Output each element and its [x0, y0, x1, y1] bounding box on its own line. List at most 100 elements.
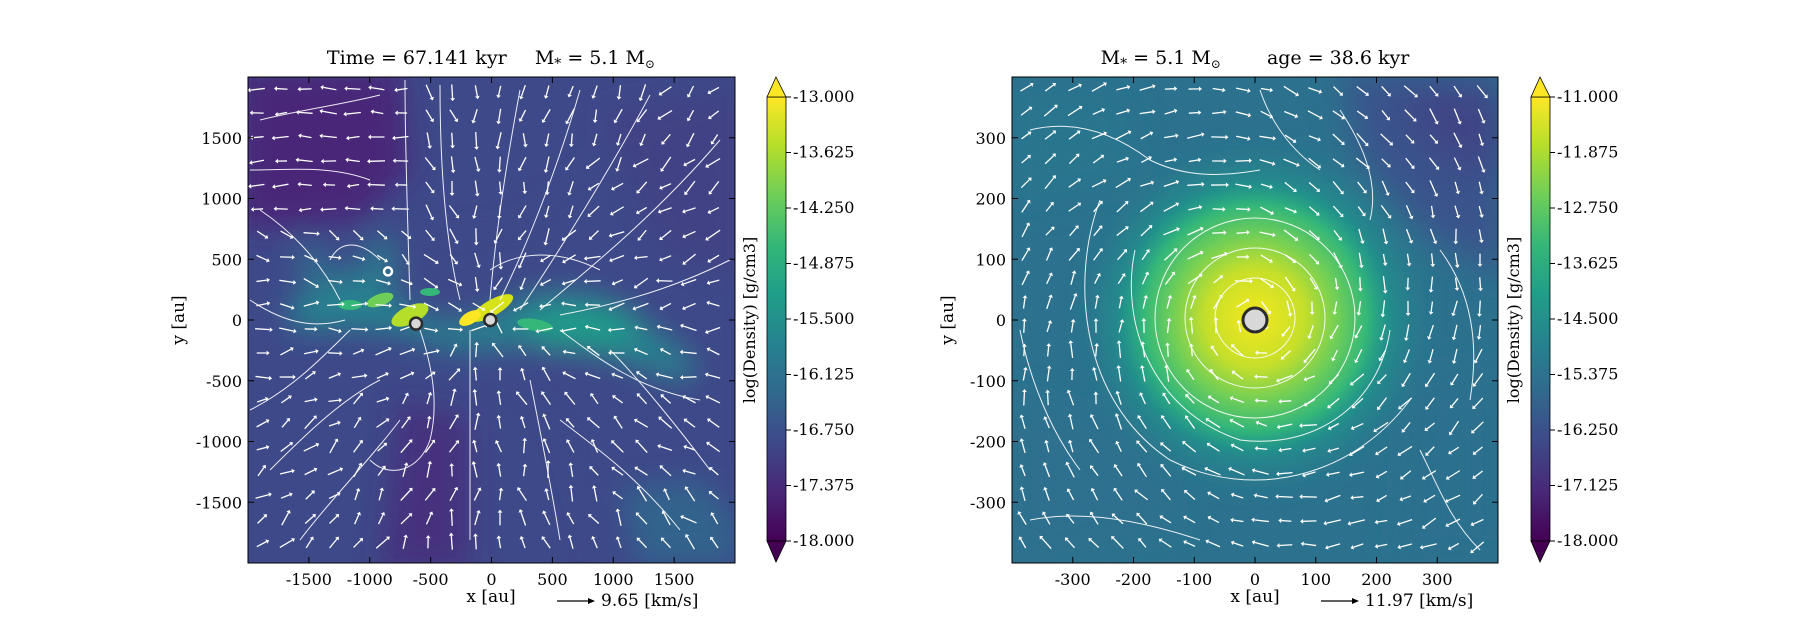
velocity-vector	[1185, 541, 1196, 547]
velocity-vector	[1451, 373, 1459, 384]
velocity-vector	[1380, 324, 1386, 338]
velocity-vector-head	[1294, 113, 1299, 119]
velocity-vector-head	[1433, 193, 1439, 197]
velocity-vector	[473, 205, 478, 217]
velocity-vector	[564, 372, 576, 380]
velocity-vector-head	[1458, 93, 1463, 98]
velocity-vector-head	[1052, 153, 1056, 158]
velocity-vector	[256, 398, 266, 403]
sink-particle	[382, 266, 394, 277]
velocity-vector-head	[1069, 367, 1075, 372]
velocity-vector	[1430, 301, 1434, 312]
velocity-vector-head	[391, 206, 395, 212]
velocity-vector	[590, 467, 599, 476]
velocity-vector	[542, 393, 552, 405]
velocity-vector-head	[266, 277, 270, 283]
velocity-vector-head	[1451, 312, 1456, 317]
velocity-vector	[1381, 180, 1389, 194]
velocity-vector-head	[541, 346, 546, 351]
velocity-vector	[1381, 158, 1389, 166]
velocity-vector-head	[658, 91, 663, 96]
velocity-vector-head	[297, 86, 301, 92]
velocity-vector-head	[1428, 289, 1434, 293]
velocity-vector-head	[616, 96, 622, 100]
velocity-vector-head	[1478, 288, 1483, 292]
velocity-vector-head	[454, 240, 459, 245]
velocity-vector	[1259, 277, 1272, 287]
left-title-mass: M	[535, 47, 554, 69]
velocity-vector	[1020, 179, 1030, 189]
velocity-vector-head	[338, 255, 342, 261]
velocity-vector-head	[591, 95, 596, 99]
velocity-vector-head	[1269, 184, 1273, 190]
velocity-vector-head	[1340, 163, 1345, 168]
velocity-vector	[1068, 131, 1079, 140]
velocity-vector	[612, 441, 624, 453]
velocity-vector-head	[1428, 311, 1434, 315]
velocity-vector	[1405, 204, 1412, 217]
velocity-vector	[399, 349, 413, 356]
velocity-vector	[256, 279, 268, 283]
velocity-vector	[1454, 205, 1459, 216]
velocity-vector	[1116, 443, 1122, 452]
velocity-vector-head	[1414, 93, 1418, 98]
velocity-vector-head	[1399, 496, 1404, 502]
velocity-vector-head	[1247, 112, 1252, 118]
velocity-vector-head	[660, 167, 665, 172]
velocity-vector	[1425, 494, 1436, 502]
velocity-vector	[1382, 276, 1386, 291]
y-tick-label: 100	[975, 250, 1006, 269]
velocity-vector	[1163, 203, 1177, 212]
velocity-vector	[348, 159, 360, 163]
velocity-vector-head	[455, 214, 460, 219]
velocity-vector	[1046, 392, 1049, 406]
velocity-vector	[586, 280, 601, 283]
velocity-vector	[591, 395, 599, 405]
velocity-vector-head	[615, 142, 621, 146]
velocity-vector	[685, 158, 696, 165]
velocity-vector	[448, 442, 458, 453]
vector-key-arrowhead	[588, 598, 595, 604]
left-colorbar-body	[766, 96, 787, 542]
velocity-vector	[1115, 466, 1123, 477]
velocity-vector	[471, 325, 486, 332]
velocity-vector-head	[474, 193, 480, 197]
velocity-vector-head	[1362, 189, 1367, 194]
velocity-vector-head	[1043, 416, 1048, 420]
velocity-vector-head	[1166, 317, 1172, 322]
velocity-vector	[569, 85, 574, 95]
velocity-vector-head	[543, 169, 549, 173]
velocity-vector-head	[1186, 368, 1191, 373]
velocity-vector-head	[615, 168, 620, 172]
velocity-vector-head	[1098, 225, 1103, 230]
velocity-vector	[1307, 110, 1321, 119]
velocity-vector	[1304, 447, 1316, 452]
velocity-vector	[1428, 157, 1438, 168]
velocity-vector-head	[359, 537, 364, 542]
velocity-vector	[1447, 518, 1461, 526]
velocity-vector-head	[1096, 272, 1101, 277]
velocity-vector-head	[388, 346, 392, 352]
velocity-vector-head	[661, 510, 666, 515]
right-vector-key-label: 11.97 [km/s]	[1365, 591, 1473, 611]
streamline	[489, 254, 601, 271]
velocity-vector-head	[706, 280, 711, 286]
velocity-vector	[1257, 399, 1268, 402]
velocity-vector	[1328, 471, 1340, 476]
velocity-vector	[352, 350, 362, 355]
velocity-vector	[611, 231, 625, 237]
velocity-vector	[279, 303, 292, 309]
velocity-vector	[707, 374, 721, 379]
velocity-vector-head	[1398, 405, 1403, 410]
velocity-vector-head	[1225, 134, 1229, 140]
velocity-vector-head	[1267, 310, 1272, 315]
velocity-vector-head	[289, 442, 294, 446]
velocity-vector-head	[584, 371, 589, 377]
velocity-vector-head	[384, 258, 388, 263]
velocity-vector-head	[1123, 249, 1128, 253]
velocity-vector-head	[1201, 181, 1205, 187]
velocity-vector-head	[1223, 230, 1227, 236]
velocity-vector	[545, 490, 550, 501]
velocity-vector-head	[1339, 190, 1344, 195]
velocity-vector-head	[567, 534, 573, 539]
